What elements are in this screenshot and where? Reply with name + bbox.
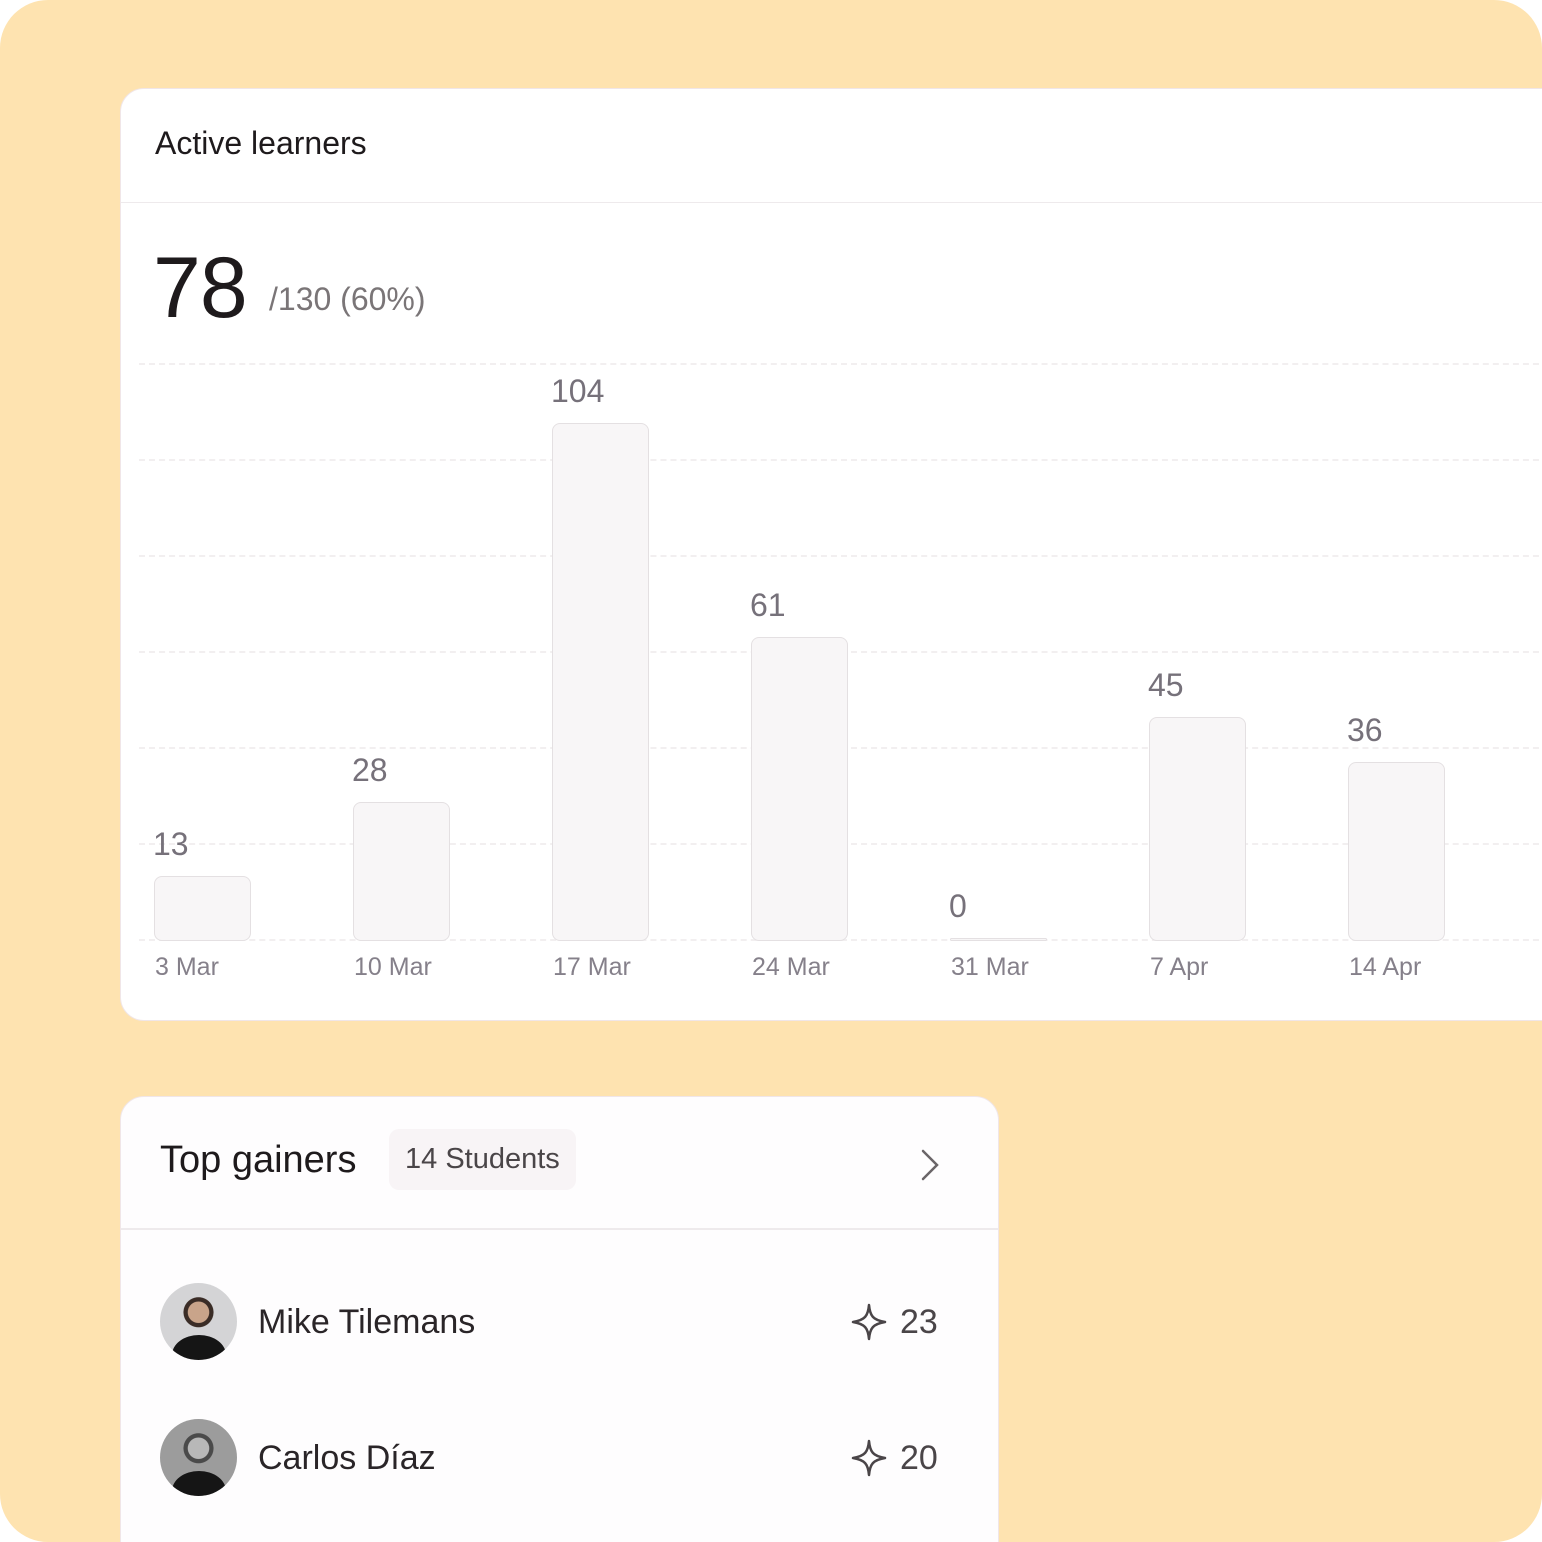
- x-tick-label: 17 Mar: [553, 953, 631, 981]
- x-tick-label: 14 Apr: [1349, 953, 1422, 981]
- bar[interactable]: [552, 423, 649, 941]
- data-label: 0: [949, 888, 967, 924]
- data-label: 45: [1148, 666, 1184, 703]
- active-learners-card: Active learners 78 /130 (60%) 13 3 Mar 28 1…: [120, 88, 1542, 1021]
- sparkle-icon: [851, 1303, 887, 1341]
- avatar: [160, 1419, 237, 1496]
- avatar: [160, 1283, 237, 1360]
- active-count: 78: [153, 240, 248, 336]
- x-tick-label: 10 Mar: [354, 953, 432, 981]
- data-label: 28: [352, 751, 388, 788]
- student-name: Mike Tilemans: [258, 1303, 476, 1341]
- x-tick-label: 31 Mar: [951, 953, 1029, 981]
- top-gainers-card: Top gainers 14 Students Mike Tilemans 23…: [120, 1096, 999, 1542]
- bar[interactable]: [1149, 716, 1246, 941]
- divider: [121, 202, 1542, 203]
- gridline: [139, 459, 1542, 461]
- data-label: 61: [750, 587, 786, 624]
- student-row[interactable]: Carlos Díaz 20: [160, 1419, 940, 1497]
- students-count-badge: 14 Students: [389, 1129, 576, 1190]
- sparkle-icon: [851, 1439, 887, 1477]
- x-tick-label: 3 Mar: [155, 953, 219, 981]
- student-score: 23: [900, 1303, 938, 1341]
- bar[interactable]: [1348, 761, 1445, 941]
- card-title: Active learners: [155, 125, 367, 161]
- student-row[interactable]: Mike Tilemans 23: [160, 1283, 940, 1361]
- bar[interactable]: [751, 637, 848, 941]
- student-score: 20: [900, 1439, 938, 1477]
- data-label: 104: [551, 373, 605, 410]
- bar[interactable]: [950, 938, 1047, 941]
- x-tick-label: 7 Apr: [1150, 953, 1209, 981]
- bar[interactable]: [353, 801, 450, 941]
- gridline: [139, 555, 1542, 557]
- chevron-right-icon[interactable]: [919, 1147, 941, 1183]
- student-name: Carlos Díaz: [258, 1439, 436, 1477]
- data-label: 13: [153, 826, 189, 863]
- x-tick-label: 24 Mar: [752, 953, 830, 981]
- bar[interactable]: [154, 876, 251, 941]
- card-title: Top gainers: [160, 1139, 357, 1181]
- active-total: /130 (60%): [269, 281, 426, 317]
- divider: [121, 1228, 998, 1230]
- gridline: [139, 363, 1542, 365]
- data-label: 36: [1347, 711, 1383, 748]
